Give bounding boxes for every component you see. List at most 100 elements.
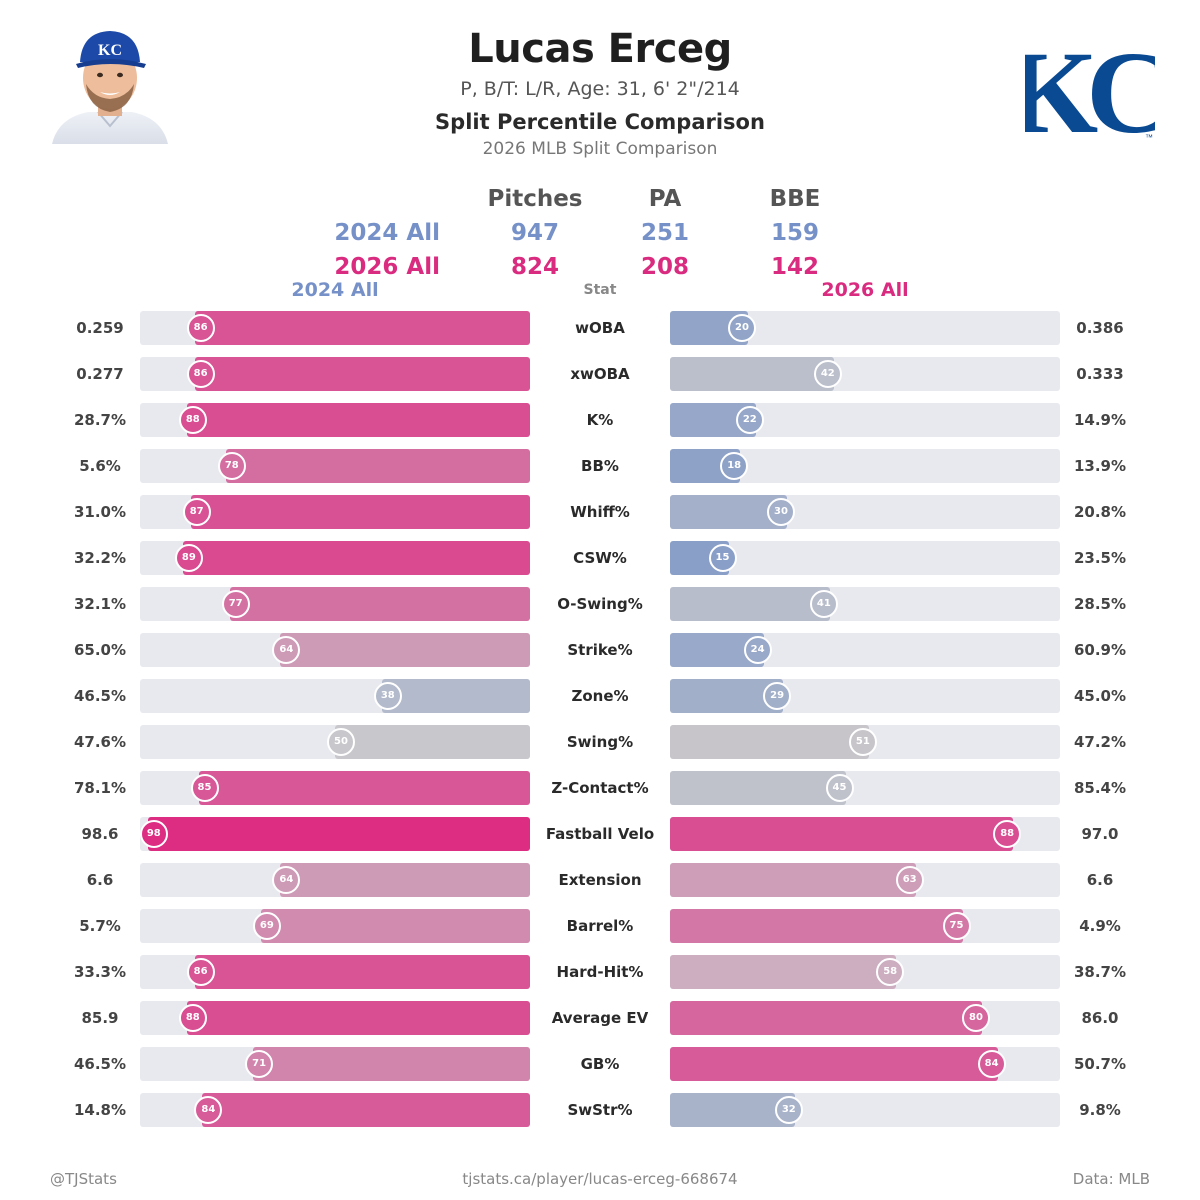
left-percentile-marker: 86 [186, 314, 215, 342]
left-percentile-marker: 88 [178, 1004, 207, 1032]
stat-label: CSW% [573, 549, 627, 567]
stat-label: Average EV [551, 1009, 649, 1027]
stat-row: 6.6 64 Extension 63 6.6 [0, 863, 1200, 897]
right-percentile-marker: 88 [993, 820, 1022, 848]
footer-handle: @TJStats [50, 1170, 117, 1188]
stat-label: K% [586, 411, 614, 429]
left-percentile-marker: 64 [272, 636, 301, 664]
left-percentile-marker: 64 [272, 866, 301, 894]
left-bar-track: 84 [140, 1093, 530, 1127]
stat-label: Extension [558, 871, 642, 889]
stat-row: 47.6% 50 Swing% 51 47.2% [0, 725, 1200, 759]
left-bar-fill [260, 909, 530, 943]
right-bar-track: 42 [670, 357, 1060, 391]
right-stat-value: 97.0 [1081, 825, 1119, 843]
left-bar-fill [335, 725, 530, 759]
right-percentile-marker: 58 [876, 958, 905, 986]
stat-row: 32.1% 77 O-Swing% 41 28.5% [0, 587, 1200, 621]
left-bar-track: 88 [140, 403, 530, 437]
left-bar-track: 86 [140, 357, 530, 391]
column-header-left: 2024 All [291, 279, 379, 301]
stat-label: Swing% [566, 733, 634, 751]
right-stat-value: 60.9% [1073, 641, 1127, 659]
left-stat-value: 31.0% [73, 503, 127, 521]
stat-row: 85.9 88 Average EV 80 86.0 [0, 1001, 1200, 1035]
left-bar-track: 86 [140, 955, 530, 989]
right-bar-fill [670, 587, 830, 621]
stat-row: 98.6 98 Fastball Velo 88 97.0 [0, 817, 1200, 851]
left-bar-fill [194, 955, 530, 989]
left-bar-fill [147, 817, 530, 851]
left-bar-fill [381, 679, 530, 713]
left-percentile-marker: 84 [194, 1096, 223, 1124]
left-bar-fill [280, 863, 530, 897]
right-bar-fill [670, 357, 834, 391]
left-stat-value: 32.2% [73, 549, 127, 567]
right-stat-value: 86.0 [1081, 1009, 1119, 1027]
left-stat-value: 65.0% [73, 641, 127, 659]
left-percentile-marker: 88 [178, 406, 207, 434]
left-bar-track: 88 [140, 1001, 530, 1035]
svg-text:™: ™ [1145, 133, 1153, 142]
right-bar-track: 15 [670, 541, 1060, 575]
right-percentile-marker: 24 [743, 636, 772, 664]
left-stat-value: 78.1% [73, 779, 127, 797]
left-percentile-marker: 85 [190, 774, 219, 802]
left-bar-track: 87 [140, 495, 530, 529]
stat-label: Z-Contact% [551, 779, 649, 797]
summary-2026-pa: 208 [640, 254, 689, 280]
left-stat-value: 5.7% [79, 917, 121, 935]
right-bar-fill [670, 909, 963, 943]
right-bar-fill [670, 1047, 998, 1081]
left-stat-value: 0.259 [76, 319, 124, 337]
left-bar-fill [186, 403, 530, 437]
right-bar-track: 63 [670, 863, 1060, 897]
stat-row: 31.0% 87 Whiff% 30 20.8% [0, 495, 1200, 529]
stat-row: 0.259 86 wOBA 20 0.386 [0, 311, 1200, 345]
right-percentile-marker: 32 [774, 1096, 803, 1124]
left-stat-value: 98.6 [81, 825, 119, 843]
right-stat-value: 4.9% [1079, 917, 1121, 935]
summary-header-pitches: Pitches [487, 186, 583, 212]
left-bar-fill [186, 1001, 530, 1035]
left-stat-value: 33.3% [73, 963, 127, 981]
right-stat-value: 50.7% [1073, 1055, 1127, 1073]
left-stat-value: 6.6 [86, 871, 114, 889]
left-stat-value: 85.9 [81, 1009, 119, 1027]
right-percentile-marker: 30 [767, 498, 795, 526]
right-percentile-marker: 20 [728, 314, 756, 342]
right-bar-track: 75 [670, 909, 1060, 943]
right-stat-value: 23.5% [1073, 549, 1127, 567]
left-percentile-marker: 38 [373, 682, 402, 710]
right-percentile-marker: 51 [848, 728, 877, 756]
right-percentile-marker: 22 [735, 406, 764, 434]
left-percentile-marker: 50 [327, 728, 355, 756]
left-percentile-marker: 98 [139, 820, 168, 848]
player-headshot: KC [52, 31, 168, 144]
left-percentile-marker: 86 [186, 360, 215, 388]
left-bar-track: 64 [140, 863, 530, 897]
stat-label: wOBA [575, 319, 625, 337]
right-percentile-marker: 84 [977, 1050, 1006, 1078]
right-percentile-marker: 41 [809, 590, 838, 618]
summary-2024-pitches: 947 [510, 220, 559, 246]
stat-row: 5.7% 69 Barrel% 75 4.9% [0, 909, 1200, 943]
right-stat-value: 0.333 [1076, 365, 1124, 383]
stat-row: 14.8% 84 SwStr% 32 9.8% [0, 1093, 1200, 1127]
stat-row: 28.7% 88 K% 22 14.9% [0, 403, 1200, 437]
right-bar-track: 30 [670, 495, 1060, 529]
right-bar-track: 84 [670, 1047, 1060, 1081]
left-bar-fill [202, 1093, 530, 1127]
right-stat-value: 85.4% [1073, 779, 1127, 797]
stat-row: 33.3% 86 Hard-Hit% 58 38.7% [0, 955, 1200, 989]
right-percentile-marker: 18 [720, 452, 749, 480]
stat-label: xwOBA [570, 365, 630, 383]
left-bar-fill [229, 587, 530, 621]
right-bar-track: 41 [670, 587, 1060, 621]
left-bar-fill [253, 1047, 530, 1081]
right-stat-value: 45.0% [1073, 687, 1127, 705]
left-bar-track: 77 [140, 587, 530, 621]
chart-subtitle: 2026 MLB Split Comparison [482, 139, 718, 159]
left-stat-value: 0.277 [76, 365, 124, 383]
